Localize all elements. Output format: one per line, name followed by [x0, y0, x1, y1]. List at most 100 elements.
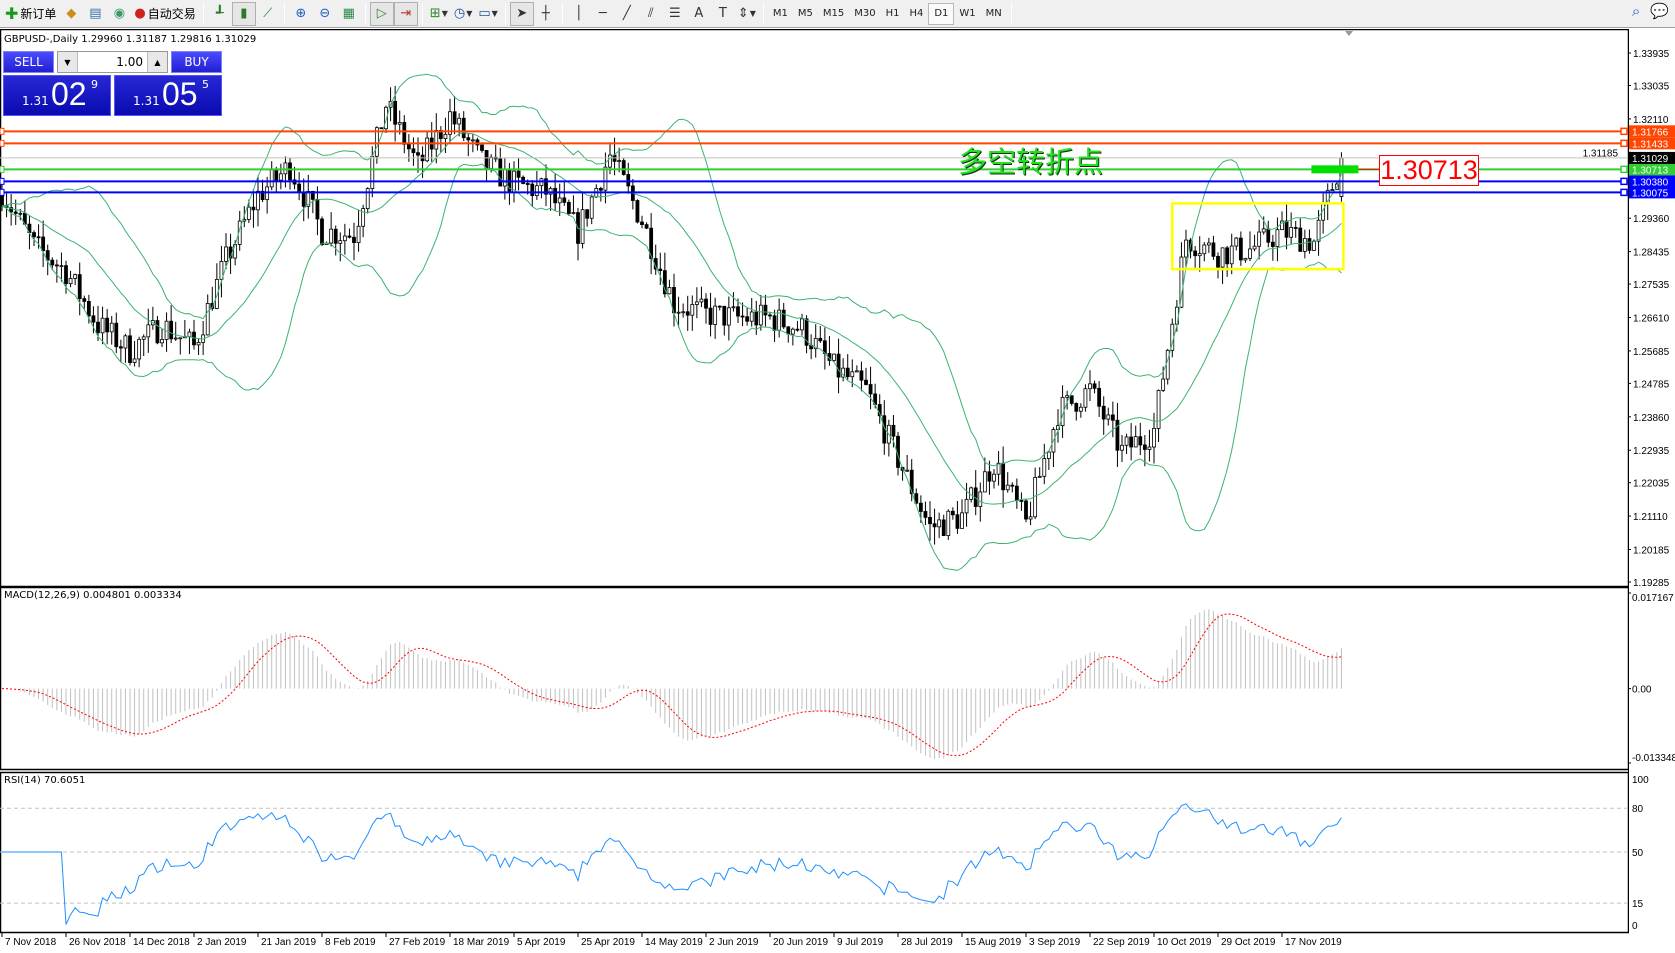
- candle-bear: [598, 188, 603, 191]
- candle-bull: [246, 206, 251, 220]
- candle-bear: [644, 224, 649, 229]
- market-watch-button[interactable]: ◆: [59, 2, 83, 26]
- sell-button[interactable]: SELL: [3, 51, 54, 73]
- timeframe-m5[interactable]: M5: [797, 8, 813, 19]
- price-axis-label: 1.23860: [1633, 413, 1670, 424]
- candle-bear: [297, 183, 302, 193]
- macd-axis-label: 0.017167: [1632, 593, 1674, 604]
- bid-price-button[interactable]: 1.31 02 9: [3, 75, 111, 116]
- timeframe-w1[interactable]: W1: [959, 8, 976, 19]
- chart-shift-icon: ⇥: [400, 6, 412, 21]
- chat-icon[interactable]: 💬: [1650, 2, 1669, 20]
- fibonacci-fan-button[interactable]: ⫽: [639, 2, 663, 26]
- horizontal-line-button[interactable]: ─: [591, 2, 615, 26]
- candle-bear: [658, 268, 663, 272]
- timeframe-bar: M1 M5 M15 M30 H1 H4 D1 W1 MN: [768, 2, 1007, 25]
- new-order-button[interactable]: ✚ 新订单: [5, 4, 57, 23]
- candle-bear: [1284, 220, 1289, 238]
- timeframe-h4[interactable]: H4: [909, 8, 924, 19]
- price-axis-label: 1.25685: [1633, 347, 1670, 358]
- zoom-in-button[interactable]: ⊕: [289, 2, 313, 26]
- tile-windows-button[interactable]: ▦: [337, 2, 361, 26]
- candle-bear: [1238, 237, 1243, 261]
- candle-bull: [800, 318, 804, 331]
- candle-bull: [534, 185, 539, 196]
- buy-button[interactable]: BUY: [171, 51, 222, 73]
- candle-bear: [41, 236, 46, 252]
- date-axis-label: 14 Dec 2018: [133, 937, 190, 948]
- separator: [561, 2, 563, 25]
- candle-bull: [100, 317, 105, 334]
- rsi-axis-label: 15: [1632, 899, 1644, 910]
- line-chart-button[interactable]: ⟋: [256, 2, 280, 26]
- candle-bear: [923, 511, 928, 518]
- lot-size-input[interactable]: 1.00: [116, 55, 143, 69]
- candle-bear: [626, 174, 631, 187]
- candle-bear: [1138, 436, 1143, 446]
- bar-chart-button[interactable]: ┹: [208, 2, 232, 26]
- timeframe-m1[interactable]: M1: [772, 8, 788, 19]
- lot-increase-button[interactable]: ▲: [147, 52, 167, 72]
- lot-decrease-button[interactable]: ▼: [58, 52, 78, 72]
- candle-bear: [1024, 500, 1028, 520]
- text-button[interactable]: A: [687, 2, 711, 26]
- vertical-line-button[interactable]: │: [567, 2, 591, 26]
- timeframe-h1[interactable]: H1: [885, 8, 900, 19]
- auto-scroll-button[interactable]: ▷: [369, 1, 394, 26]
- candle-bear: [804, 318, 809, 346]
- level-handle: [0, 139, 5, 147]
- cursor-button[interactable]: ➤: [509, 1, 534, 26]
- candle-bear: [274, 169, 279, 181]
- auto-scroll-icon: ▷: [376, 6, 387, 21]
- indicators-button[interactable]: ⊞ ▼: [427, 2, 451, 26]
- chevron-down-icon: ▼: [749, 9, 756, 18]
- data-window-button[interactable]: ▤: [83, 2, 107, 26]
- consolidation-rectangle: [1171, 202, 1345, 271]
- candle-bear: [768, 314, 772, 317]
- new-order-icon: ✚: [5, 4, 19, 23]
- templates-button[interactable]: ▭ ▼: [475, 2, 500, 26]
- timeframe-m15[interactable]: M15: [822, 8, 845, 19]
- candle-bull: [1106, 414, 1111, 420]
- candle-bear: [461, 117, 466, 139]
- candle-bear: [1001, 462, 1006, 491]
- navigator-button[interactable]: ◉: [107, 2, 131, 26]
- trendline-button[interactable]: ╱: [615, 2, 639, 26]
- period-button[interactable]: ◷ ▼: [451, 2, 476, 26]
- horizontal-line-icon: ─: [598, 6, 607, 21]
- fibonacci-retracement-button[interactable]: ☰: [663, 2, 687, 26]
- ask-price-button[interactable]: 1.31 05 5: [114, 75, 222, 116]
- candle-bull: [306, 190, 311, 207]
- candle-bull: [1088, 383, 1092, 390]
- chart-window[interactable]: 1.317661.314331.307131.303801.300751.339…: [0, 29, 1675, 953]
- date-axis-label: 9 Jul 2019: [837, 937, 884, 948]
- search-icon[interactable]: ⌕: [1631, 2, 1641, 20]
- zoom-out-button[interactable]: ⊖: [313, 2, 337, 26]
- level-axis-label: 1.30380: [1632, 177, 1669, 188]
- candle-bear: [484, 150, 489, 170]
- candle-bear: [1193, 250, 1198, 257]
- level-handle: [1620, 127, 1628, 136]
- candle-bull: [256, 190, 260, 211]
- timeframe-d1[interactable]: D1: [928, 2, 955, 25]
- candle-bear: [105, 317, 110, 333]
- candle-bull: [73, 274, 78, 279]
- separator: [202, 2, 204, 25]
- arrows-button[interactable]: ⇕ ▼: [735, 2, 759, 26]
- macd-signal-line: [1, 613, 1342, 757]
- crosshair-button[interactable]: ┼: [534, 2, 558, 26]
- candle-bull: [1202, 244, 1207, 255]
- candle-bear: [155, 320, 160, 344]
- candle-bull: [813, 337, 818, 350]
- text-label-button[interactable]: T: [711, 2, 735, 26]
- lot-size-field[interactable]: ▼ 1.00 ▲: [57, 51, 168, 73]
- timeframe-m30[interactable]: M30: [854, 8, 876, 19]
- candle-bull: [1083, 388, 1088, 408]
- timeframe-mn[interactable]: MN: [985, 8, 1002, 19]
- auto-trading-button[interactable]: ● 自动交易: [134, 6, 196, 21]
- candle-bull: [489, 156, 494, 170]
- candlestick-button[interactable]: ▮: [231, 1, 256, 26]
- candle-bull: [1046, 451, 1051, 459]
- chart-shift-button[interactable]: ⇥: [393, 1, 418, 26]
- candle-bear: [955, 514, 960, 529]
